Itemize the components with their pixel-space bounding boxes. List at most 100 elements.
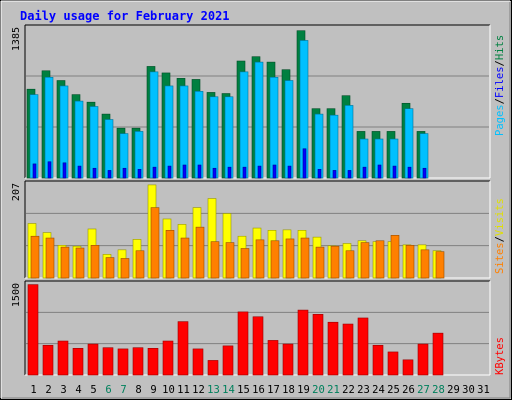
bar-pages-day-24 [377, 164, 382, 179]
legend-visits: Visits [494, 198, 506, 236]
bar-kbytes-day-6 [102, 347, 114, 376]
day-label-29: 29 [447, 384, 460, 396]
bars [27, 184, 445, 279]
day-label-11: 11 [177, 384, 190, 396]
bar-files-day-6 [104, 119, 114, 179]
bar-pages-day-27 [422, 167, 427, 179]
bar-sites-day-16 [255, 239, 265, 279]
bar-pages-day-8 [137, 169, 142, 179]
bar-sites-day-2 [45, 237, 55, 279]
bar-kbytes-day-15 [237, 311, 249, 376]
bar-sites-day-7 [120, 258, 130, 279]
legend-sep: / [494, 236, 506, 242]
bar-pages-day-4 [77, 165, 82, 179]
bar-kbytes-day-13 [207, 360, 219, 376]
bar-pages-day-16 [257, 165, 262, 179]
day-label-4: 4 [75, 384, 81, 396]
legend-visits-sites: Sites/Visits [494, 198, 506, 274]
panel-kbytes: 1500 [11, 280, 491, 376]
legend-files: Files [494, 66, 506, 98]
day-label-19: 19 [297, 384, 310, 396]
day-label-1: 1 [30, 384, 36, 396]
bar-sites-day-24 [375, 240, 385, 279]
day-label-13: 13 [207, 384, 220, 396]
bar-sites-day-12 [195, 226, 205, 279]
y-max-label: 207 [11, 183, 22, 201]
bar-pages-day-21 [332, 170, 337, 179]
bar-pages-day-3 [62, 162, 67, 179]
bar-kbytes-day-16 [252, 316, 264, 376]
bar-files-day-20 [314, 113, 324, 179]
chart-title: Daily usage for February 2021 [20, 9, 230, 23]
legend-pages: Pages [494, 104, 506, 136]
legend-sites: Sites [494, 242, 506, 274]
bar-kbytes-day-9 [147, 348, 159, 376]
bar-sites-day-13 [210, 241, 220, 279]
bar-kbytes-day-11 [177, 321, 189, 376]
bar-sites-day-3 [60, 246, 70, 279]
bar-sites-day-11 [180, 237, 190, 279]
bar-sites-day-14 [225, 242, 235, 279]
bar-pages-day-18 [287, 165, 292, 179]
legend-kbytes: KBytes [494, 337, 506, 375]
bars [26, 30, 429, 179]
day-label-18: 18 [282, 384, 295, 396]
bar-pages-day-17 [272, 164, 277, 179]
bar-files-day-17 [269, 76, 279, 179]
bar-files-day-16 [254, 61, 264, 179]
bar-sites-day-20 [315, 246, 325, 279]
bar-kbytes-day-10 [162, 340, 174, 376]
bar-pages-day-26 [407, 166, 412, 179]
bar-pages-day-23 [362, 166, 367, 179]
day-label-23: 23 [357, 384, 370, 396]
y-max-label: 1385 [11, 27, 22, 51]
bar-sites-day-9 [150, 207, 160, 279]
bar-sites-day-28 [435, 251, 445, 279]
bar-sites-day-26 [405, 245, 415, 279]
bar-pages-day-5 [92, 167, 97, 179]
bar-sites-day-18 [285, 238, 295, 279]
day-label-28: 28 [432, 384, 445, 396]
bar-kbytes-day-22 [342, 323, 354, 376]
bar-kbytes-day-7 [117, 348, 129, 376]
day-label-12: 12 [192, 384, 205, 396]
day-label-10: 10 [162, 384, 175, 396]
bar-kbytes-day-28 [432, 332, 444, 376]
bar-sites-day-22 [345, 250, 355, 279]
bar-kbytes-day-4 [72, 348, 84, 376]
bar-pages-day-2 [47, 161, 52, 179]
bar-kbytes-day-3 [57, 340, 69, 376]
bar-sites-day-27 [420, 249, 430, 279]
day-label-22: 22 [342, 384, 355, 396]
bar-files-day-14 [224, 96, 234, 179]
bar-files-day-18 [284, 80, 294, 179]
bar-files-day-22 [344, 105, 354, 179]
day-label-21: 21 [327, 384, 340, 396]
bar-files-day-21 [329, 114, 339, 179]
bar-sites-day-25 [390, 235, 400, 279]
chart-panels: 1385 207 1500 [11, 24, 491, 376]
bar-sites-day-15 [240, 248, 250, 279]
bar-pages-day-7 [122, 167, 127, 179]
legend-sep: / [494, 60, 506, 66]
bar-pages-day-12 [197, 164, 202, 179]
bar-files-day-9 [149, 71, 159, 179]
day-label-17: 17 [267, 384, 280, 396]
bar-pages-day-10 [167, 165, 172, 179]
day-label-20: 20 [312, 384, 325, 396]
bar-kbytes-day-26 [402, 359, 414, 376]
panel-hits_files_pages: 1385 [11, 24, 491, 179]
bar-kbytes-day-1 [27, 284, 39, 376]
bar-pages-day-11 [182, 164, 187, 179]
bar-files-day-13 [209, 96, 219, 179]
day-label-5: 5 [90, 384, 96, 396]
bar-kbytes-day-2 [42, 344, 54, 376]
legend-hits-files-pages: Pages/Files/Hits [494, 35, 506, 136]
bar-pages-day-22 [347, 170, 352, 179]
bar-kbytes-day-24 [372, 344, 384, 376]
bar-kbytes-day-17 [267, 340, 279, 376]
day-label-15: 15 [237, 384, 250, 396]
bar-kbytes-day-14 [222, 345, 234, 376]
bar-files-day-15 [239, 71, 249, 179]
